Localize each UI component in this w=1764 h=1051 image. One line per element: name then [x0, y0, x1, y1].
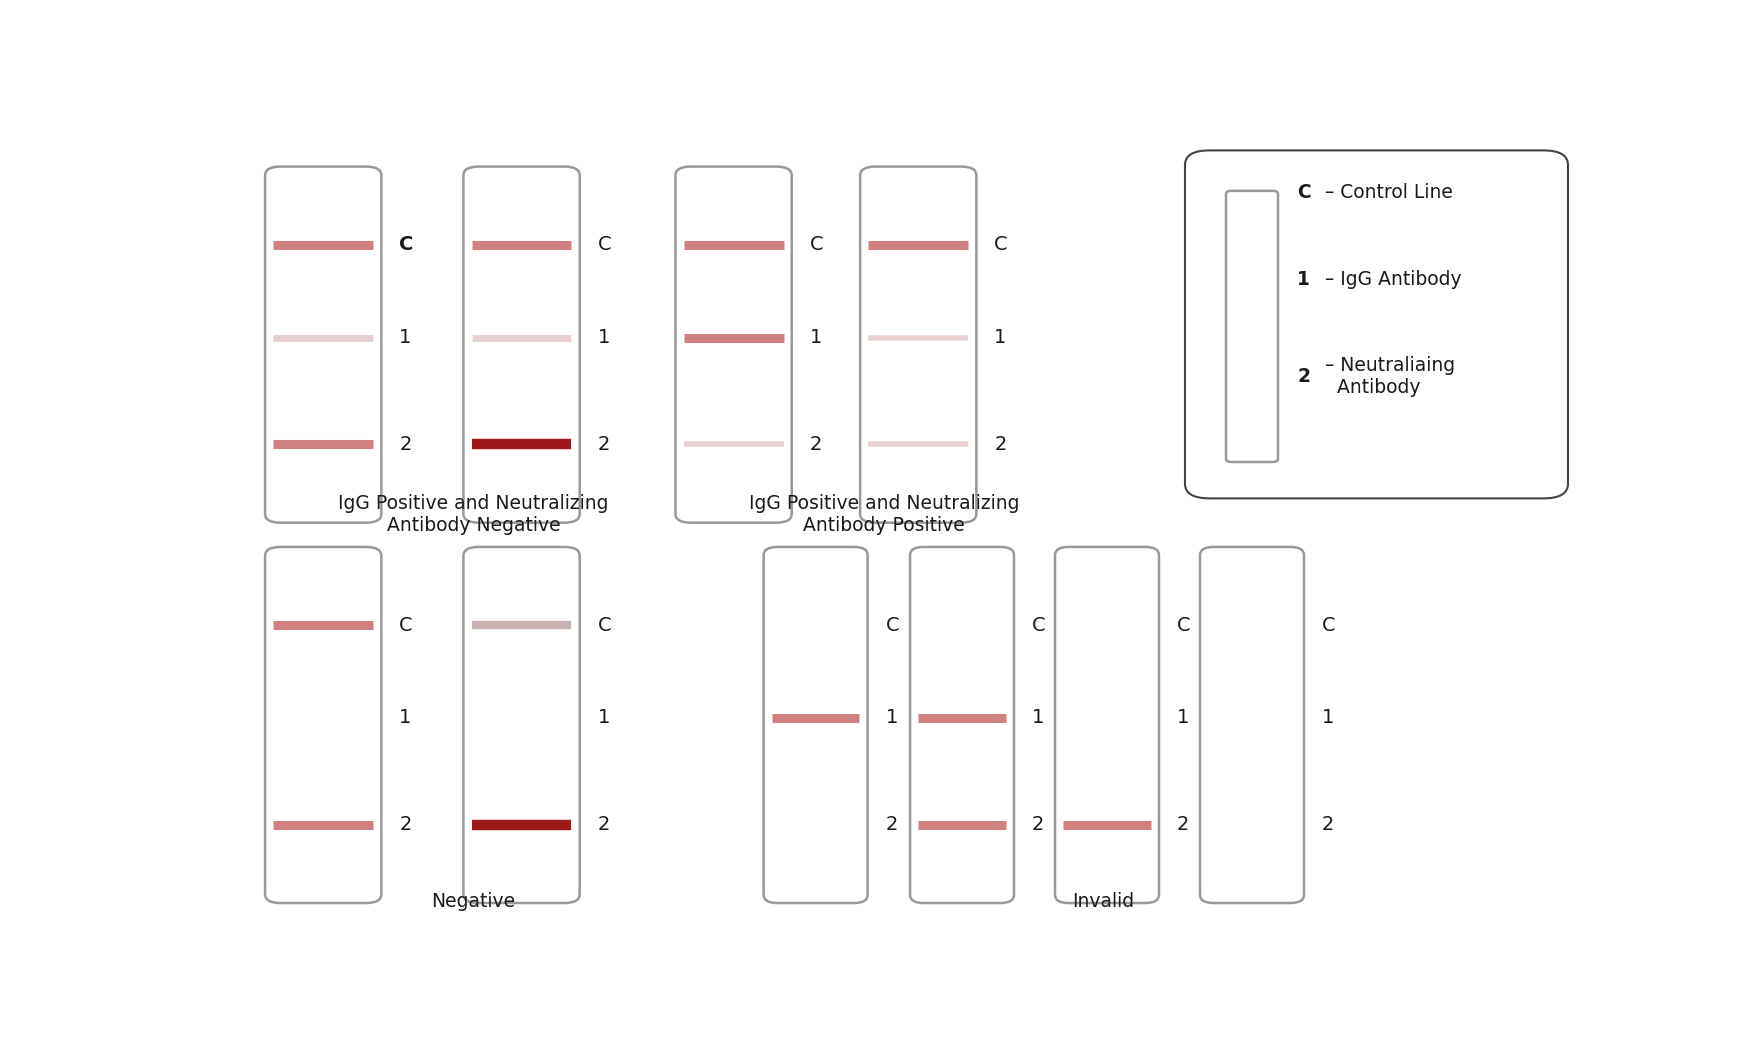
FancyBboxPatch shape: [859, 167, 975, 522]
Text: 1: 1: [598, 328, 610, 347]
Text: Invalid: Invalid: [1071, 892, 1132, 911]
Text: 2: 2: [886, 816, 898, 834]
Text: C: C: [399, 235, 413, 254]
FancyBboxPatch shape: [910, 547, 1013, 903]
Text: C: C: [598, 616, 610, 635]
Text: 1: 1: [1297, 270, 1309, 289]
FancyBboxPatch shape: [764, 547, 868, 903]
Text: – Control Line: – Control Line: [1318, 183, 1452, 202]
Text: 1: 1: [993, 328, 1005, 347]
Text: 1: 1: [810, 328, 822, 347]
Text: 2: 2: [993, 435, 1005, 454]
FancyBboxPatch shape: [1226, 191, 1277, 462]
Text: 2: 2: [598, 435, 610, 454]
Text: C: C: [399, 616, 413, 635]
Text: C: C: [1297, 183, 1311, 202]
Text: 2: 2: [810, 435, 822, 454]
FancyBboxPatch shape: [464, 167, 579, 522]
Text: C: C: [810, 235, 822, 254]
Text: 2: 2: [598, 816, 610, 834]
FancyBboxPatch shape: [464, 547, 579, 903]
FancyBboxPatch shape: [265, 547, 381, 903]
Text: 2: 2: [399, 435, 411, 454]
FancyBboxPatch shape: [676, 167, 792, 522]
Text: C: C: [1321, 616, 1335, 635]
FancyBboxPatch shape: [1055, 547, 1159, 903]
Text: IgG Positive and Neutralizing
Antibody Positive: IgG Positive and Neutralizing Antibody P…: [748, 494, 1020, 535]
Text: 1: 1: [598, 708, 610, 727]
Text: 2: 2: [1177, 816, 1189, 834]
Text: 2: 2: [1297, 367, 1309, 386]
Text: 1: 1: [1321, 708, 1334, 727]
Text: 1: 1: [399, 708, 411, 727]
Text: C: C: [1177, 616, 1189, 635]
Text: 2: 2: [1321, 816, 1334, 834]
Text: Negative: Negative: [432, 892, 515, 911]
Text: 1: 1: [1032, 708, 1044, 727]
Text: 2: 2: [1032, 816, 1044, 834]
Text: 1: 1: [886, 708, 898, 727]
FancyBboxPatch shape: [1184, 150, 1566, 498]
Text: 1: 1: [399, 328, 411, 347]
Text: – IgG Antibody: – IgG Antibody: [1318, 270, 1461, 289]
Text: 2: 2: [399, 816, 411, 834]
Text: 1: 1: [1177, 708, 1189, 727]
Text: IgG Positive and Neutralizing
Antibody Negative: IgG Positive and Neutralizing Antibody N…: [339, 494, 609, 535]
FancyBboxPatch shape: [1200, 547, 1304, 903]
Text: C: C: [886, 616, 898, 635]
FancyBboxPatch shape: [265, 167, 381, 522]
Text: – Neutraliaing
   Antibody: – Neutraliaing Antibody: [1318, 356, 1454, 397]
Text: C: C: [993, 235, 1007, 254]
Text: C: C: [1032, 616, 1044, 635]
Text: C: C: [598, 235, 610, 254]
